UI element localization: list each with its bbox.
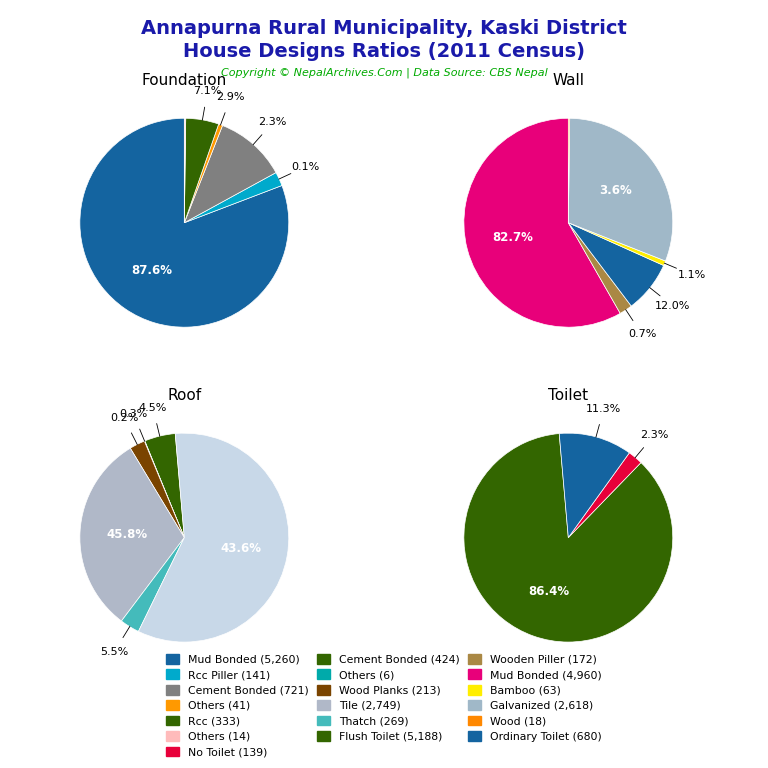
Text: 2.3%: 2.3% bbox=[640, 430, 668, 440]
Wedge shape bbox=[568, 118, 570, 223]
Wedge shape bbox=[138, 433, 289, 642]
Wedge shape bbox=[464, 118, 621, 327]
Wedge shape bbox=[80, 118, 289, 327]
Wedge shape bbox=[145, 434, 184, 538]
Wedge shape bbox=[184, 125, 276, 223]
Wedge shape bbox=[559, 433, 629, 538]
Text: Annapurna Rural Municipality, Kaski District: Annapurna Rural Municipality, Kaski Dist… bbox=[141, 19, 627, 38]
Title: Foundation: Foundation bbox=[141, 73, 227, 88]
Text: 43.6%: 43.6% bbox=[220, 541, 261, 554]
Wedge shape bbox=[121, 538, 184, 631]
Title: Roof: Roof bbox=[167, 388, 201, 403]
Text: 11.3%: 11.3% bbox=[586, 404, 621, 414]
Text: 7.1%: 7.1% bbox=[194, 86, 222, 96]
Text: 0.7%: 0.7% bbox=[627, 329, 656, 339]
Text: 3.6%: 3.6% bbox=[600, 184, 632, 197]
Text: 0.3%: 0.3% bbox=[119, 409, 147, 419]
Text: 2.3%: 2.3% bbox=[259, 118, 287, 127]
Text: 5.5%: 5.5% bbox=[101, 647, 128, 657]
Wedge shape bbox=[568, 223, 631, 313]
Wedge shape bbox=[144, 441, 184, 538]
Wedge shape bbox=[464, 434, 673, 642]
Wedge shape bbox=[131, 441, 184, 538]
Text: 1.1%: 1.1% bbox=[677, 270, 706, 280]
Title: Toilet: Toilet bbox=[548, 388, 588, 403]
Text: 4.5%: 4.5% bbox=[139, 402, 167, 412]
Text: 0.2%: 0.2% bbox=[110, 413, 138, 423]
Wedge shape bbox=[80, 449, 184, 621]
Text: 2.9%: 2.9% bbox=[217, 92, 245, 102]
Wedge shape bbox=[184, 124, 223, 223]
Text: 0.1%: 0.1% bbox=[292, 162, 319, 172]
Wedge shape bbox=[568, 453, 641, 538]
Text: 86.4%: 86.4% bbox=[528, 585, 570, 598]
Wedge shape bbox=[568, 223, 666, 266]
Text: 82.7%: 82.7% bbox=[492, 231, 533, 244]
Text: House Designs Ratios (2011 Census): House Designs Ratios (2011 Census) bbox=[183, 42, 585, 61]
Wedge shape bbox=[568, 223, 664, 306]
Text: 87.6%: 87.6% bbox=[131, 263, 172, 276]
Text: Copyright © NepalArchives.Com | Data Source: CBS Nepal: Copyright © NepalArchives.Com | Data Sou… bbox=[220, 68, 548, 78]
Legend: Mud Bonded (5,260), Rcc Piller (141), Cement Bonded (721), Others (41), Rcc (333: Mud Bonded (5,260), Rcc Piller (141), Ce… bbox=[161, 649, 607, 763]
Title: Wall: Wall bbox=[552, 73, 584, 88]
Text: 45.8%: 45.8% bbox=[107, 528, 147, 541]
Text: 12.0%: 12.0% bbox=[655, 301, 690, 311]
Wedge shape bbox=[184, 118, 219, 223]
Wedge shape bbox=[184, 173, 282, 223]
Wedge shape bbox=[568, 118, 673, 261]
Wedge shape bbox=[184, 118, 186, 223]
